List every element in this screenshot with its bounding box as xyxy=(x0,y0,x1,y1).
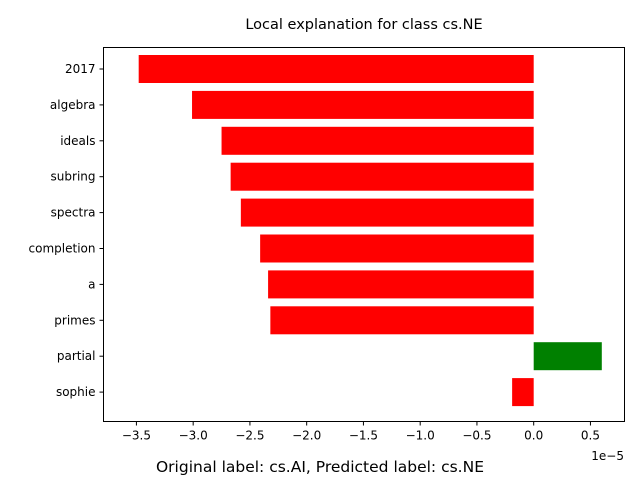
chart-title: Local explanation for class cs.NE xyxy=(245,17,482,33)
y-axis-ticks: 2017 algebra ideals subring spectra completio… xyxy=(29,62,104,399)
bars-layer xyxy=(138,55,602,407)
x-tick-label: 0.0 xyxy=(524,429,543,443)
x-tick-label: −2.0 xyxy=(292,429,321,443)
y-tick-label-sophie: sophie xyxy=(56,385,96,399)
y-tick-label-ideals: ideals xyxy=(60,134,95,148)
bar-sophie xyxy=(512,378,534,407)
x-axis-offset-label: 1e−5 xyxy=(591,449,624,463)
x-tick-label: −3.0 xyxy=(179,429,208,443)
bar-subring xyxy=(230,162,534,191)
y-tick-label-algebra: algebra xyxy=(50,98,96,112)
bar-2017 xyxy=(138,55,534,83)
bar-algebra xyxy=(192,90,534,119)
bar-primes xyxy=(270,306,534,335)
y-tick-label-2017: 2017 xyxy=(65,62,96,76)
x-tick-label: −0.5 xyxy=(462,429,491,443)
bar-ideals xyxy=(221,126,534,155)
x-tick-label: −1.0 xyxy=(406,429,435,443)
y-tick-label-subring: subring xyxy=(51,170,96,184)
y-tick-label-a: a xyxy=(88,277,95,291)
x-axis-label: Original label: cs.AI, Predicted label: … xyxy=(155,458,484,476)
bar-spectra xyxy=(240,198,534,227)
x-tick-label: 0.5 xyxy=(581,429,600,443)
x-axis-ticks: −3.5 −3.0 −2.5 −2.0 −1.5 −1.0 −0.5 0.0 0.5 xyxy=(122,421,600,443)
y-tick-label-partial: partial xyxy=(57,349,96,363)
axes-frame xyxy=(103,47,625,422)
y-tick-label-primes: primes xyxy=(54,313,95,327)
y-tick-label-spectra: spectra xyxy=(51,206,96,220)
x-tick-label: −2.5 xyxy=(235,429,264,443)
bar-partial xyxy=(533,342,602,371)
bar-completion xyxy=(260,234,534,263)
x-tick-label: −3.5 xyxy=(122,429,151,443)
bar-a xyxy=(268,270,534,299)
y-tick-label-completion: completion xyxy=(29,242,96,256)
x-tick-label: −1.5 xyxy=(349,429,378,443)
